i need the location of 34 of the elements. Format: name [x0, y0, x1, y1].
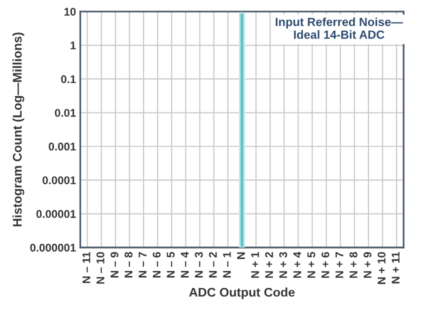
x-tick-label: N – 11 — [82, 252, 90, 284]
x-tick-label: N + 4 — [293, 252, 302, 278]
x-tick-label: N + 2 — [265, 252, 273, 278]
annotation: Input Referred Noise— Ideal 14-Bit ADC — [276, 17, 403, 39]
x-tick-label: N – 2 — [208, 252, 217, 278]
x-tick-label: N + 10 — [378, 252, 386, 284]
y-tick-label: 0.000001 — [30, 244, 76, 252]
x-tick-label: N + 6 — [321, 252, 330, 278]
x-tick-label: N + 8 — [350, 252, 358, 278]
y-axis-title: Histogram Count (Log—Millions) — [12, 32, 24, 226]
x-tick-label: N + 5 — [307, 252, 316, 278]
y-tick-label: 0.00001 — [36, 210, 76, 218]
x-tick-label: N – 3 — [194, 252, 203, 278]
y-tick-label: 0.1 — [61, 75, 76, 84]
y-tick-label: 1 — [70, 42, 76, 50]
x-tick-label: N – 10 — [96, 252, 104, 284]
x-tick-label: N – 8 — [124, 252, 132, 278]
x-tick-label: N + 11 — [392, 252, 400, 284]
x-tick-label: N — [237, 252, 245, 259]
x-tick-label: N + 9 — [364, 252, 372, 278]
y-tick-label: 0.01 — [54, 108, 76, 117]
x-tick-label: N + 3 — [279, 252, 288, 278]
x-axis-title: ADC Output Code — [189, 287, 295, 300]
x-tick-label: N – 7 — [138, 252, 146, 278]
y-tick-label: 0.0001 — [42, 176, 76, 184]
x-tick-label: N – 1 — [223, 252, 231, 278]
x-tick-label: N – 9 — [110, 252, 118, 278]
y-tick-label: 0.001 — [48, 142, 76, 151]
y-tick-label: 10 — [64, 8, 76, 16]
x-tick-label: N + 1 — [251, 252, 259, 278]
x-tick-label: N – 5 — [166, 252, 175, 278]
x-tick-label: N – 4 — [180, 252, 189, 278]
x-tick-label: N – 6 — [152, 252, 161, 278]
x-tick-label: N + 7 — [336, 252, 344, 278]
